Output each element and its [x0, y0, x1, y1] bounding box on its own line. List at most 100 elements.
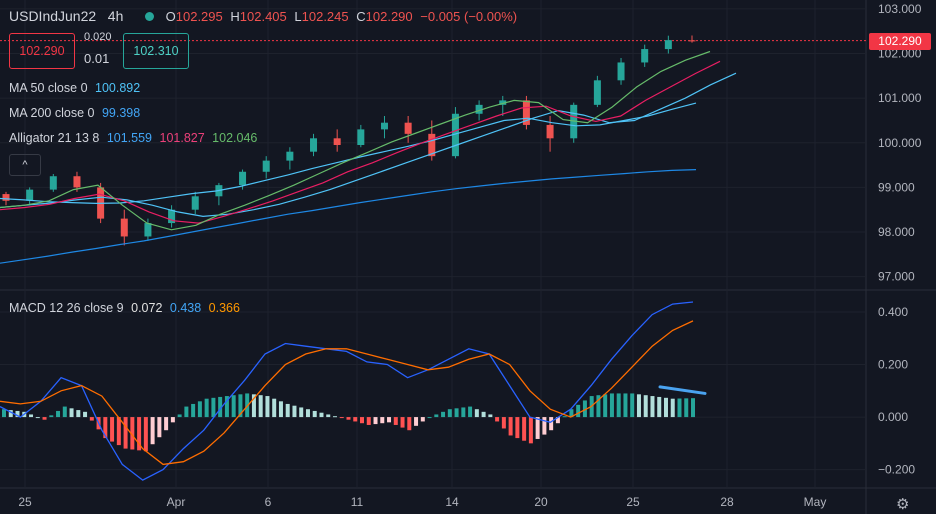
candle-body[interactable]	[310, 138, 318, 152]
x-tick-label: 25	[626, 495, 640, 509]
macd-histogram-bar	[393, 417, 398, 425]
macd-histogram-bar	[596, 395, 601, 418]
candle-body[interactable]	[570, 104, 578, 139]
candle-body[interactable]	[144, 223, 152, 237]
candle-body[interactable]	[664, 40, 672, 50]
macd-histogram-bar	[299, 407, 304, 418]
candle-body[interactable]	[688, 40, 696, 42]
macd-histogram-bar	[211, 397, 216, 418]
candle-body[interactable]	[475, 104, 483, 114]
macd-histogram-bar	[224, 396, 229, 418]
lips-line	[0, 50, 711, 231]
ma200-legend[interactable]: MA 200 close 0 99.398	[9, 106, 144, 120]
settings-gear-icon[interactable]: ⚙	[896, 496, 910, 513]
macd-histogram-bar	[8, 410, 13, 418]
macd-y-tick-label: 0.400	[878, 305, 908, 319]
price-plot[interactable]	[0, 35, 866, 264]
macd-histogram-bar	[522, 417, 527, 441]
x-tick-label: May	[804, 495, 827, 509]
axes: 97.000 98.000 99.000 100.000 101.000 102.000 1…	[18, 2, 921, 509]
macd-plot[interactable]	[0, 301, 707, 481]
divergence-annotation-line[interactable]	[658, 385, 707, 395]
candle-body[interactable]	[522, 100, 530, 125]
macd-histogram-bar	[292, 405, 297, 418]
macd-histogram-bar	[636, 394, 641, 418]
macd-histogram-bar	[35, 417, 40, 419]
candle-body[interactable]	[451, 113, 459, 157]
alligator-legend[interactable]: Alligator 21 13 8 101.559 101.827 102.04…	[9, 131, 261, 145]
sell-button[interactable]: 102.290	[9, 33, 75, 69]
alligator-label: Alligator 21 13 8	[9, 131, 100, 145]
x-tick-label: 14	[445, 495, 459, 509]
candle-body[interactable]	[191, 196, 199, 210]
macd-histogram-bar	[542, 417, 547, 435]
candle-body[interactable]	[593, 80, 601, 105]
macd-histogram-bar	[677, 398, 682, 418]
main-y-tick-label: 102.000	[878, 47, 922, 61]
candle-body[interactable]	[2, 194, 10, 201]
macd-histogram-bar	[272, 398, 277, 418]
main-y-tick-label: 101.000	[878, 91, 922, 105]
macd-histogram-bar	[562, 416, 567, 418]
spread-top: 0.020	[84, 31, 112, 43]
high-value: 102.405	[239, 9, 287, 24]
macd-histogram-bar	[670, 398, 675, 418]
macd-histogram-bar	[89, 417, 94, 421]
macd-histogram-bar	[495, 417, 500, 422]
x-tick-label: 11	[351, 495, 364, 509]
candle-body[interactable]	[428, 133, 436, 157]
collapse-legend-button[interactable]: ^	[9, 154, 41, 176]
macd-histogram-bar	[684, 398, 689, 418]
macd-histogram-bar	[616, 393, 621, 418]
spread-bottom: 0.01	[84, 51, 110, 66]
macd-histogram-bar	[650, 396, 655, 418]
change-value: −0.005 (−0.00%)	[420, 9, 518, 24]
symbol-name[interactable]: USDIndJun22	[9, 8, 97, 24]
macd-histogram-bar	[164, 417, 169, 431]
macd-histogram-bar	[170, 417, 175, 423]
macd-histogram-bar	[569, 409, 574, 418]
close-value: 102.290	[365, 9, 413, 24]
macd-histogram-bar	[373, 417, 378, 425]
macd-histogram-bar	[454, 408, 459, 418]
buy-button[interactable]: 102.310	[123, 33, 189, 69]
candle-body[interactable]	[333, 138, 341, 145]
macd-histogram-bar	[360, 417, 365, 424]
macd-histogram-bar	[353, 417, 358, 422]
candle-body[interactable]	[641, 49, 649, 63]
candle-body[interactable]	[49, 176, 57, 190]
main-y-tick-label: 99.000	[878, 180, 915, 194]
ma50-line	[0, 102, 697, 205]
x-tick-label: 6	[265, 495, 272, 509]
candle-body[interactable]	[168, 209, 176, 224]
interval-label[interactable]: 4h	[107, 8, 124, 24]
macd-histogram-bar	[143, 417, 148, 452]
macd-histogram-bar	[603, 394, 608, 418]
macd-histogram-bar	[137, 417, 142, 451]
signal-line	[0, 320, 694, 466]
candle-body[interactable]	[120, 218, 128, 237]
candle-body[interactable]	[617, 62, 625, 81]
macd-histogram-bar	[366, 417, 371, 425]
candle-body[interactable]	[404, 122, 412, 134]
candle-body[interactable]	[262, 160, 270, 172]
candle-body[interactable]	[286, 151, 294, 161]
macd-histogram-bar	[380, 417, 385, 424]
candle-body[interactable]	[499, 100, 507, 105]
candle-body[interactable]	[26, 189, 34, 201]
macd-histogram-bar	[110, 417, 115, 442]
macd-histogram-bar	[62, 406, 67, 418]
alligator-lips-value: 102.046	[212, 131, 258, 145]
main-y-tick-label: 97.000	[878, 270, 915, 284]
macd-histogram-bar	[400, 417, 405, 428]
candle-body[interactable]	[73, 176, 81, 188]
candle-body[interactable]	[357, 129, 365, 145]
macd-histogram-bar	[157, 417, 162, 438]
main-y-tick-label: 98.000	[878, 225, 915, 239]
candle-body[interactable]	[380, 122, 388, 130]
ma50-legend[interactable]: MA 50 close 0 100.892	[9, 81, 144, 95]
macd-legend[interactable]: MACD 12 26 close 9 0.072 0.438 0.366	[9, 301, 244, 315]
candle-body[interactable]	[546, 124, 554, 139]
candle-body[interactable]	[239, 171, 247, 186]
